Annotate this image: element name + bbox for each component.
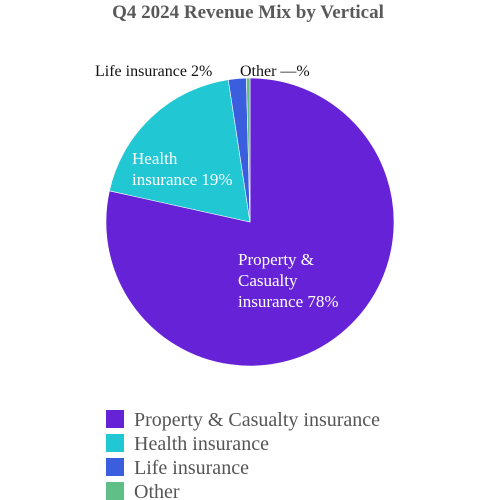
slice-label-life-insurance: Life insurance 2% bbox=[95, 63, 212, 80]
slice-labels: Property & Casualty insurance 78% Health ins… bbox=[95, 63, 339, 311]
legend-item-life-insurance: Life insurance bbox=[106, 457, 249, 479]
legend-item-other: Other bbox=[106, 481, 180, 500]
legend-label: Life insurance bbox=[134, 457, 249, 479]
legend-label: Health insurance bbox=[134, 433, 269, 455]
legend-swatch bbox=[106, 410, 124, 428]
pie-slice-health-insurance bbox=[109, 79, 251, 223]
legend-swatch bbox=[106, 458, 124, 476]
slice-label-other: Other —% bbox=[240, 63, 310, 80]
legend-item-property-casualty-insurance: Property & Casualty insurance bbox=[106, 409, 380, 431]
pie-slices bbox=[105, 77, 395, 367]
legend-swatch bbox=[106, 482, 124, 500]
slice-label-health-insurance: Health insurance 19% bbox=[132, 149, 233, 189]
legend-label: Other bbox=[134, 481, 180, 500]
chart-title: Q4 2024 Revenue Mix by Vertical bbox=[112, 2, 384, 23]
pie-slice-property-casualty-insurance bbox=[105, 77, 395, 367]
legend-swatch bbox=[106, 434, 124, 452]
slice-label-property-casualty-insurance: Property & Casualty insurance 78% bbox=[238, 250, 339, 311]
legend-label: Property & Casualty insurance bbox=[134, 409, 380, 431]
legend-item-health-insurance: Health insurance bbox=[106, 433, 269, 455]
pie-slice-other bbox=[246, 77, 251, 223]
